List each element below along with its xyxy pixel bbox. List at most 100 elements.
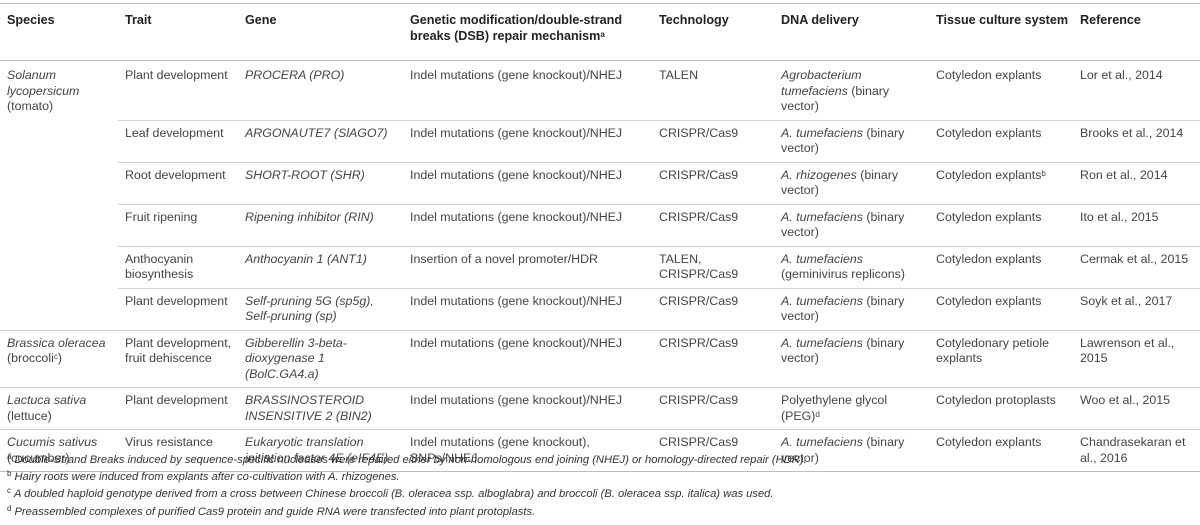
cell-gene: Ripening inhibitor (RIN)	[238, 203, 403, 246]
gene-text: Ripening inhibitor (RIN)	[245, 209, 374, 224]
delivery-organism: A. rhizogenes	[781, 167, 857, 182]
footnote-marker: c	[53, 352, 58, 361]
gene-text: ARGONAUTE7 (SlAGO7)	[245, 125, 388, 140]
tissue-text: Cotyledon explants	[936, 435, 1042, 449]
delivery-vector: (geminivirus replicons)	[781, 267, 905, 281]
reference-text: Soyk et al., 2017	[1080, 293, 1173, 308]
cell-tissue: Cotyledon explants	[929, 429, 1073, 472]
delivery-organism: A. tumefaciens	[781, 251, 863, 266]
modification-text: Indel mutations (gene knockout)/NHEJ	[410, 293, 623, 308]
cell-tissue: Cotyledon protoplasts	[929, 387, 1073, 430]
cell-modification: Indel mutations (gene knockout)/NHEJ	[403, 287, 652, 330]
footnote-mark: c	[7, 486, 11, 496]
cell-reference: Lawrenson et al., 2015	[1073, 329, 1200, 388]
cell-species	[0, 246, 118, 288]
technology-text: CRISPR/Cas9	[659, 393, 739, 407]
cell-gene: Eukaryotic translation initiation factor…	[238, 429, 403, 472]
cell-technology: CRISPR/Cas9	[652, 429, 774, 472]
reference-text: Brooks et al., 2014	[1080, 125, 1184, 140]
cell-technology: TALEN	[652, 61, 774, 121]
cell-reference: Lor et al., 2014	[1073, 61, 1200, 121]
delivery-organism: A. tumefaciens	[781, 335, 863, 350]
delivery-organism: A. tumefaciens	[781, 435, 863, 449]
reference-text: Lor et al., 2014	[1080, 68, 1163, 82]
gene-text: Self-pruning 5G (sp5g), Self-pruning (sp…	[245, 293, 374, 324]
gene-text: SHORT-ROOT (SHR)	[245, 167, 365, 182]
cell-tissue: Cotyledon explants	[929, 287, 1073, 330]
cell-species: Cucumis sativus (cucumber)	[0, 429, 118, 472]
trait-text: Root development	[125, 167, 226, 182]
gene-text: PROCERA (PRO)	[245, 68, 345, 82]
cell-technology: TALEN, CRISPR/Cas9	[652, 245, 774, 288]
cell-technology: CRISPR/Cas9	[652, 161, 774, 204]
modification-text: Indel mutations (gene knockout), SNPs/NH…	[410, 435, 590, 465]
cell-trait: Anthocyanin biosynthesis	[118, 245, 238, 288]
species-latin: Lactuca sativa	[7, 393, 87, 407]
cell-delivery: Polyethylene glycol (PEG)d	[774, 387, 929, 430]
cell-reference: Ron et al., 2014	[1073, 161, 1200, 204]
technology-text: CRISPR/Cas9	[659, 167, 739, 182]
modification-text: Indel mutations (gene knockout)/NHEJ	[410, 393, 623, 407]
tissue-text: Cotyledon protoplasts	[936, 393, 1056, 407]
delivery-vector: (binary vector)	[781, 209, 905, 240]
reference-text: Cermak et al., 2015	[1080, 251, 1189, 266]
gene-text: Gibberellin 3-beta-dioxygenase 1 (BolC.G…	[245, 335, 347, 381]
cell-delivery: Agrobacterium tumefaciens (binary vector…	[774, 61, 929, 121]
table-row: Brassica oleracea (broccolic) Plant devel…	[0, 329, 1200, 388]
delivery-organism: A. tumefaciens	[781, 293, 863, 308]
header-trait: Trait	[118, 3, 238, 61]
footnote-mark: b	[7, 469, 12, 479]
reference-text: Lawrenson et al., 2015	[1080, 335, 1175, 366]
cell-reference: Chandrasekaran et al., 2016	[1073, 429, 1200, 472]
footnote-text: Hairy roots were induced from explants a…	[14, 471, 400, 484]
footnote-mark: d	[7, 503, 12, 513]
cell-reference: Soyk et al., 2017	[1073, 287, 1200, 330]
cell-reference: Cermak et al., 2015	[1073, 245, 1200, 288]
species-common: (lettuce)	[7, 408, 52, 423]
technology-text: CRISPR/Cas9	[659, 335, 739, 350]
footnote-marker: b	[1041, 168, 1046, 178]
cell-trait: Plant development, fruit dehiscence	[118, 329, 238, 388]
trait-text: Fruit ripening	[125, 209, 198, 224]
reference-text: Ron et al., 2014	[1080, 167, 1168, 182]
tissue-text: Cotyledonary petiole explants	[936, 335, 1049, 366]
header-species: Species	[0, 3, 118, 61]
header-tissue: Tissue culture system	[929, 3, 1073, 61]
table-row: Root development SHORT-ROOT (SHR) Indel mu…	[0, 161, 1200, 204]
table-row: Plant development Self-pruning 5G (sp5g),…	[0, 287, 1200, 330]
tissue-text: Cotyledon explants	[936, 167, 1042, 182]
table-row: Anthocyanin biosynthesis Anthocyanin 1 (A…	[0, 245, 1200, 288]
cell-technology: CRISPR/Cas9	[652, 329, 774, 388]
cell-modification: Indel mutations (gene knockout)/NHEJ	[403, 161, 652, 204]
tissue-text: Cotyledon explants	[936, 209, 1042, 224]
species-common: (cucumber)	[7, 450, 70, 465]
cell-species	[0, 204, 118, 246]
footnote-mark: a	[7, 452, 12, 461]
technology-text: CRISPR/Cas9	[659, 435, 739, 449]
cell-species	[0, 162, 118, 204]
data-table: Species Trait Gene Genetic modification/…	[0, 3, 1200, 472]
footnote-line: a Double-Strand Breaks induced by sequenc…	[0, 452, 1200, 469]
cell-species: Solanum lycopersicum (tomato)	[0, 61, 118, 121]
cell-technology: CRISPR/Cas9	[652, 119, 774, 162]
cell-gene: PROCERA (PRO)	[238, 61, 403, 121]
cell-tissue: Cotyledonary petiole explants	[929, 329, 1073, 388]
cell-delivery: A. tumefaciens (binary vector)	[774, 329, 929, 388]
cell-species: Brassica oleracea (broccolic)	[0, 329, 118, 388]
tissue-text: Cotyledon explants	[936, 68, 1042, 82]
cell-tissue: Cotyledon explants	[929, 245, 1073, 288]
cell-reference: Brooks et al., 2014	[1073, 119, 1200, 162]
footnote-text: Preassembled complexes of purified Cas9 …	[14, 505, 536, 518]
header-reference: Reference	[1073, 3, 1200, 61]
cell-species	[0, 120, 118, 162]
reference-text: Chandrasekaran et al., 2016	[1080, 435, 1186, 465]
trait-text: Plant development	[125, 293, 228, 308]
cell-trait: Fruit ripening	[118, 203, 238, 246]
modification-text: Indel mutations (gene knockout)/NHEJ	[410, 68, 623, 82]
table-body: Solanum lycopersicum (tomato) Plant devel…	[0, 61, 1200, 472]
species-latin: Cucumis sativus	[7, 435, 98, 449]
header-row: Species Trait Gene Genetic modification/…	[0, 3, 1200, 61]
cell-trait: Plant development	[118, 287, 238, 330]
cell-delivery: A. rhizogenes (binary vector)	[774, 161, 929, 204]
cell-trait: Virus resistance	[118, 429, 238, 472]
